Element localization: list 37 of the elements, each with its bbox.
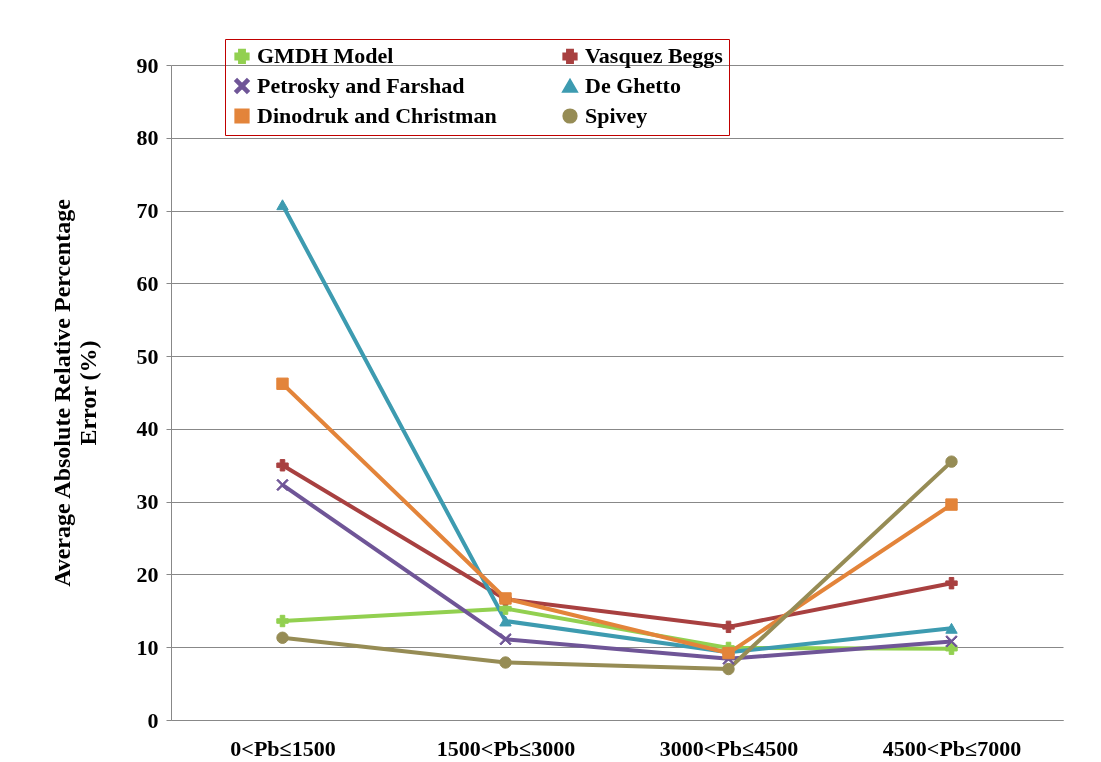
legend-label: Dinodruk and Christman bbox=[257, 103, 497, 128]
legend-label: Vasquez Beggs bbox=[585, 43, 724, 69]
point bbox=[499, 633, 512, 646]
y-axis-title: Average Absolute Relative Percentage Error (%) bbox=[48, 198, 101, 587]
point bbox=[945, 622, 958, 634]
legend-label: Spivey bbox=[585, 103, 648, 128]
point bbox=[276, 631, 289, 644]
x-tick-label: 3000<Pb≤4500 bbox=[659, 735, 799, 761]
y-tick-label: 70 bbox=[136, 198, 159, 224]
legend-label: GMDH Model bbox=[257, 43, 394, 69]
x-tick-label: 4500<Pb≤7000 bbox=[882, 735, 1022, 761]
point bbox=[945, 576, 958, 590]
x-tick-label: 0<Pb≤1500 bbox=[230, 735, 336, 761]
x-tick-label: 1500<Pb≤3000 bbox=[436, 735, 576, 761]
point bbox=[945, 635, 958, 648]
point bbox=[945, 455, 958, 468]
point bbox=[276, 614, 289, 628]
point bbox=[499, 615, 512, 627]
point bbox=[276, 478, 289, 492]
legend-label: Petrosky and Farshad bbox=[257, 73, 465, 98]
point bbox=[722, 620, 735, 634]
point bbox=[722, 662, 735, 676]
point bbox=[276, 377, 289, 390]
y-tick-label: 10 bbox=[136, 634, 159, 660]
legend-label: De Ghetto bbox=[585, 73, 681, 98]
point bbox=[276, 199, 289, 211]
y-tick-label: 80 bbox=[136, 125, 159, 151]
y-tick-label: 90 bbox=[136, 52, 159, 78]
y-tick-label: 60 bbox=[136, 270, 159, 296]
y-tick-label: 30 bbox=[136, 489, 159, 515]
point bbox=[945, 498, 958, 511]
point bbox=[499, 656, 512, 669]
y-tick-label: 0 bbox=[147, 707, 159, 733]
point bbox=[276, 459, 289, 472]
y-tick-label: 50 bbox=[136, 343, 159, 369]
y-tick-label: 20 bbox=[136, 561, 159, 587]
y-tick-label: 40 bbox=[136, 416, 159, 442]
